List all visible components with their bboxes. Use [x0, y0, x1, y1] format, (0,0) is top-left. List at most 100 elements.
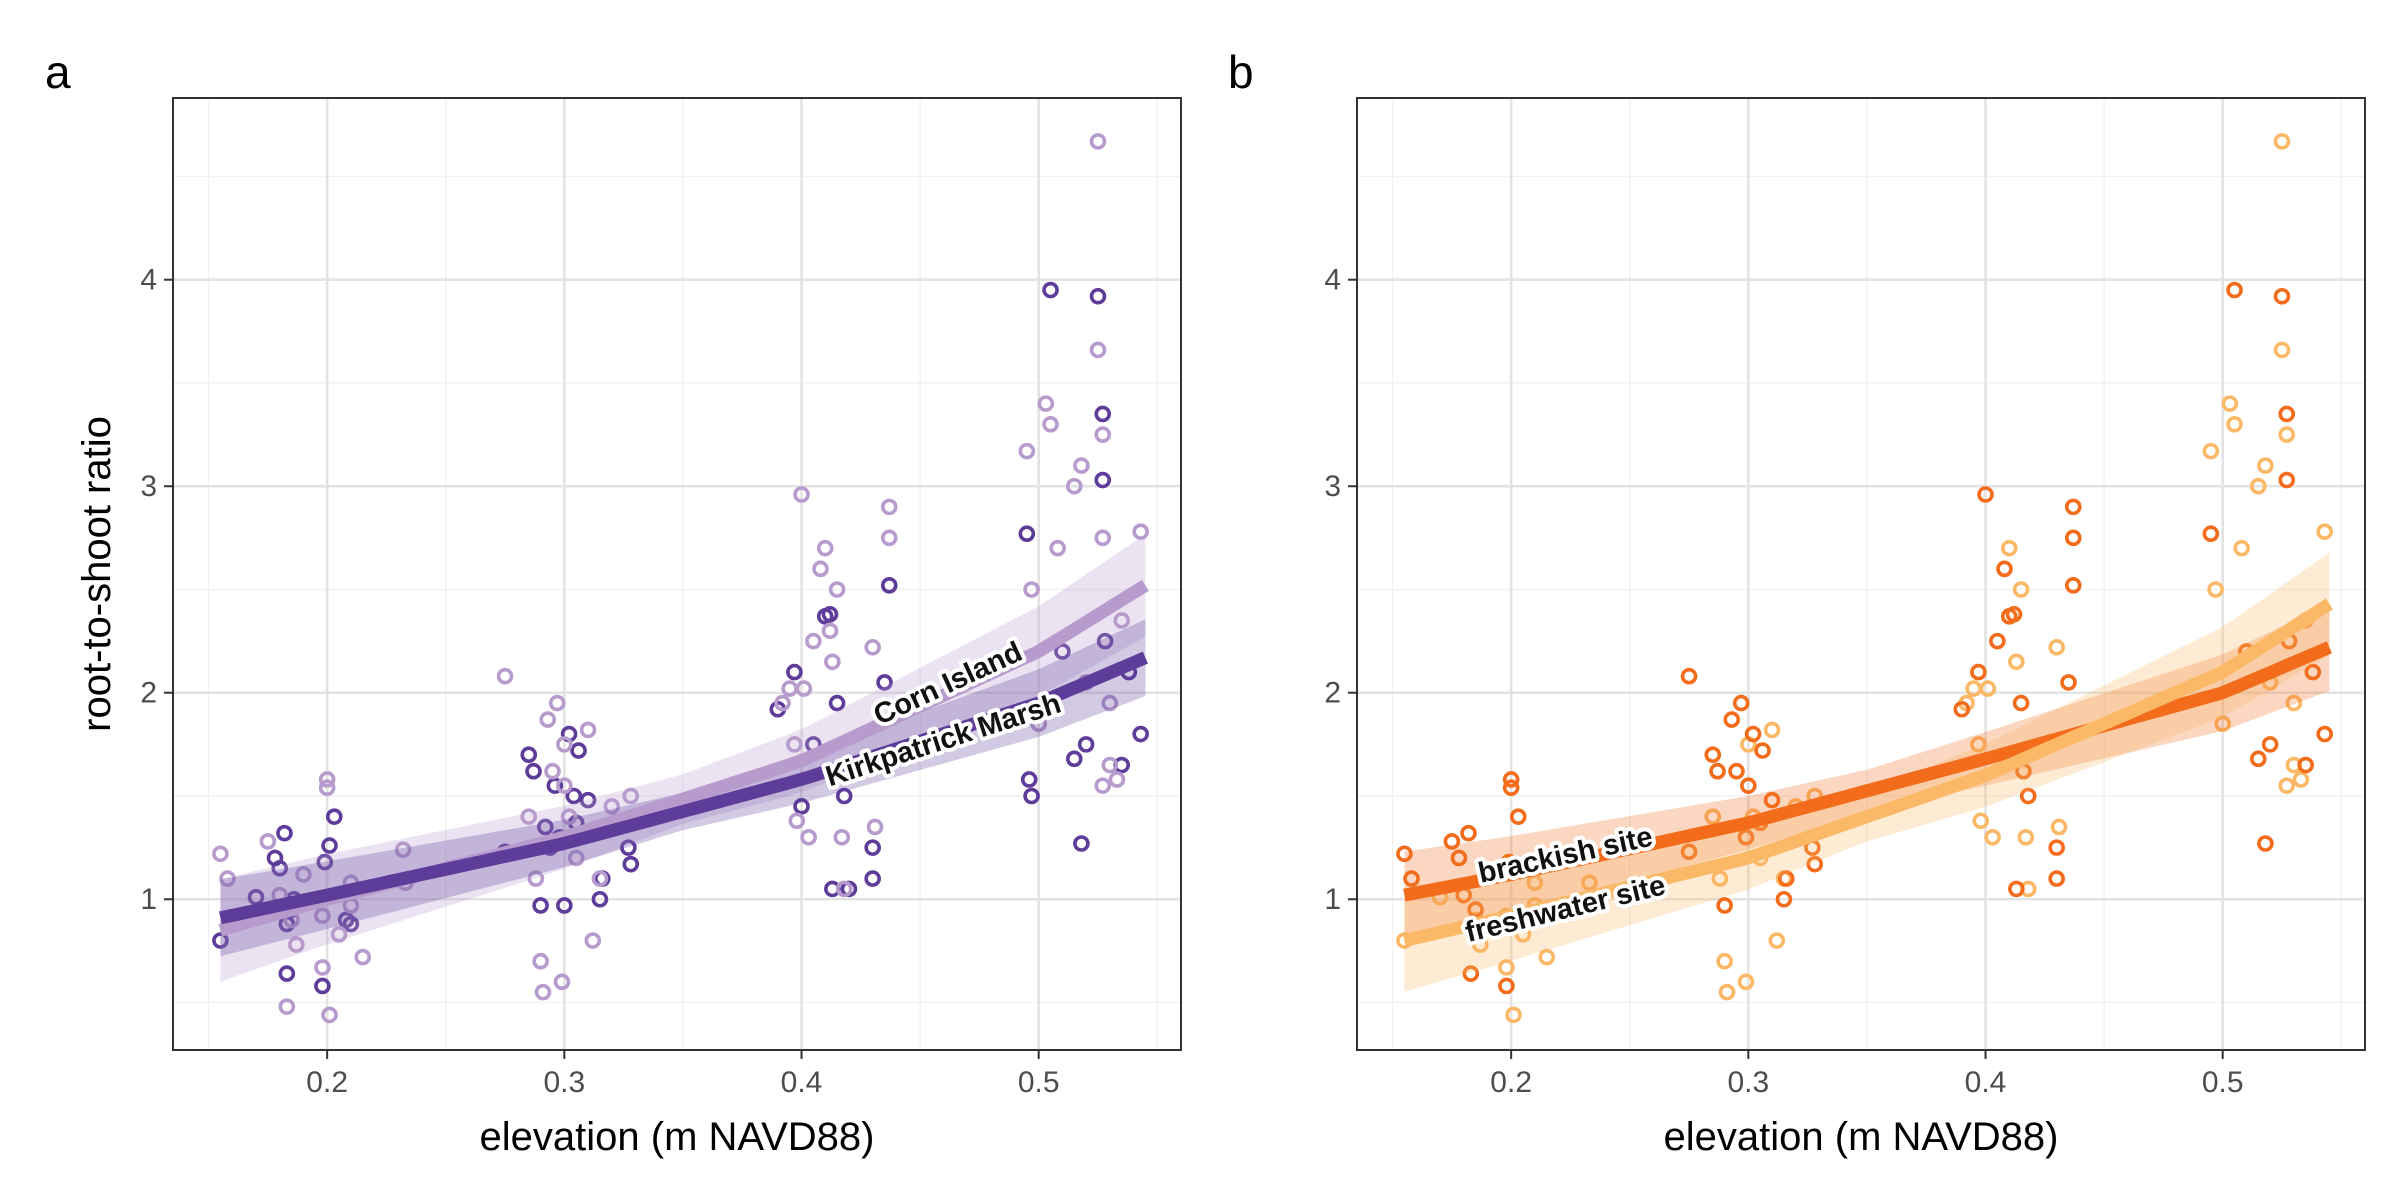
data-point [1498, 977, 1515, 995]
data-point [1023, 787, 1040, 805]
data-point [622, 787, 640, 805]
x-tick-label: 0.2 [1490, 1066, 1532, 1099]
data-point [212, 932, 229, 949]
data-point [1073, 835, 1090, 852]
data-point [2261, 736, 2279, 753]
data-point [1089, 287, 1107, 305]
data-point [2221, 395, 2239, 412]
data-point [786, 736, 803, 753]
data-point [1996, 560, 2013, 578]
data-point [1077, 736, 1095, 753]
data-point [1728, 762, 1745, 780]
data-point [565, 787, 583, 805]
data-point [1472, 936, 1489, 953]
y-tick-label: 4 [1324, 264, 1341, 297]
data-point [2304, 663, 2322, 681]
data-point [2012, 581, 2030, 598]
data-point [1018, 442, 1036, 460]
data-point [1037, 395, 1055, 412]
points-kirkpatrick-marsh [212, 281, 1149, 995]
data-point [288, 936, 305, 953]
plot-frame [172, 97, 1182, 1051]
data-point [2278, 405, 2296, 423]
data-point [295, 866, 312, 883]
data-point [330, 926, 348, 943]
data-point [1030, 715, 1047, 733]
data-point [1502, 779, 1520, 797]
data-point [1977, 486, 1994, 503]
data-point [1132, 523, 1149, 540]
x-tick-label: 0.4 [781, 1066, 823, 1099]
data-point [1970, 736, 1987, 753]
data-point [1509, 808, 1527, 825]
data-point [212, 845, 229, 863]
data-point [788, 812, 806, 830]
data-point [556, 897, 573, 914]
data-point [1094, 777, 1112, 794]
data-point [1054, 643, 1071, 660]
data-point [864, 870, 881, 887]
x-axis-title: elevation (m NAVD88) [1664, 1115, 2059, 1159]
data-point [2017, 828, 2035, 846]
data-point [1498, 959, 1515, 976]
data-point [1073, 457, 1090, 474]
data-point [1768, 932, 1786, 949]
data-point [1094, 529, 1112, 547]
data-point [866, 818, 884, 836]
data-point [2285, 694, 2303, 712]
y-tick-label: 3 [1324, 470, 1341, 503]
data-point [1101, 694, 1119, 712]
data-point [1526, 874, 1544, 892]
data-point [2214, 715, 2231, 733]
data-point [537, 818, 554, 836]
y-tick-label: 1 [140, 883, 157, 916]
data-point [2297, 756, 2315, 774]
data-point [1443, 833, 1461, 850]
data-point [1467, 901, 1484, 918]
data-point [2249, 477, 2267, 495]
data-point [318, 771, 336, 788]
data-point [876, 674, 893, 691]
x-tick-label: 0.2 [306, 1066, 348, 1099]
data-point [1970, 663, 1987, 681]
panel-tag: a [45, 46, 71, 98]
data-point [1711, 870, 1729, 887]
points-brackish-site [1396, 281, 2333, 995]
data-point [1403, 870, 1420, 887]
data-point [2048, 870, 2065, 887]
data-point [2064, 577, 2082, 594]
data-point [544, 762, 561, 780]
data-point [816, 539, 834, 557]
data-point [812, 560, 829, 578]
points-corn-island [212, 133, 1149, 1024]
data-point [553, 973, 571, 991]
data-point [1806, 855, 1824, 873]
data-point [1718, 983, 1736, 1001]
data-point [342, 915, 360, 933]
data-point [833, 828, 851, 846]
data-point [219, 870, 236, 887]
data-point [1042, 415, 1059, 433]
y-tick-label: 4 [140, 264, 157, 297]
data-point [622, 855, 640, 873]
data-point [1396, 845, 1413, 863]
data-point [1505, 1006, 1522, 1024]
data-point [828, 694, 846, 712]
data-point [828, 581, 846, 598]
data-point [620, 839, 637, 856]
data-point [570, 742, 587, 759]
y-tick-label: 2 [140, 677, 157, 710]
data-point [2202, 525, 2220, 543]
data-point [271, 859, 289, 877]
data-point [1763, 791, 1781, 809]
data-point [394, 841, 412, 858]
data-point [556, 777, 573, 794]
data-point [2226, 281, 2243, 299]
data-point [1704, 746, 1722, 763]
data-point [2064, 498, 2082, 516]
data-point [1989, 632, 2006, 650]
data-point [2202, 442, 2220, 460]
data-point [534, 983, 552, 1001]
data-point [539, 711, 557, 728]
data-point [1460, 824, 1477, 842]
